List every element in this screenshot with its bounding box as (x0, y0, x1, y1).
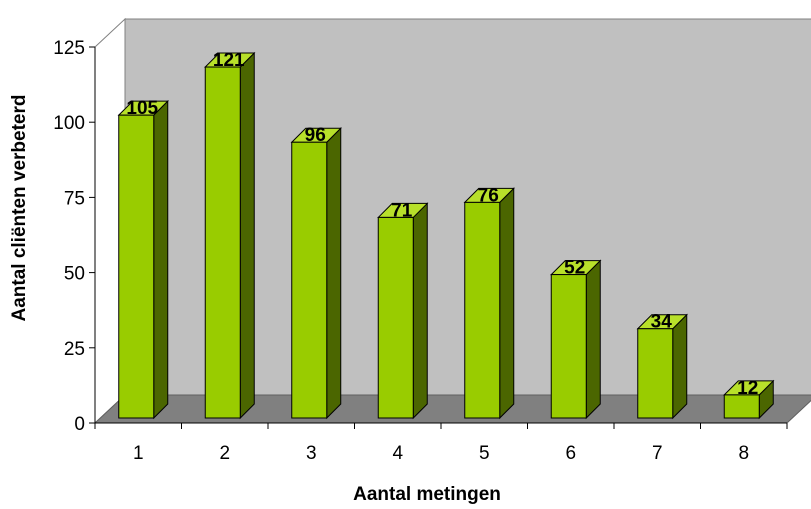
bar-value-label: 121 (213, 50, 245, 71)
bar-value-label: 71 (391, 200, 413, 221)
bar (377, 202, 429, 420)
y-tick-label: 125 (53, 38, 85, 59)
bar-side (326, 127, 342, 420)
y-tick-label: 25 (64, 339, 85, 360)
y-tick-label: 75 (64, 188, 85, 209)
x-tick-label: 3 (306, 443, 317, 464)
y-tick-label: 50 (64, 264, 85, 285)
bar (290, 127, 342, 420)
chart-floor (93, 394, 811, 424)
bar-front (464, 201, 501, 419)
x-tick-label: 7 (652, 443, 663, 464)
x-tick-label: 4 (392, 443, 403, 464)
y-tick-label: 100 (53, 113, 85, 134)
bar-front (723, 394, 760, 419)
x-tick-label: 1 (133, 443, 144, 464)
bar-side (499, 187, 515, 420)
bar (723, 379, 775, 420)
bar-value-label: 52 (564, 258, 585, 279)
bar-side (239, 51, 255, 420)
bar-side (585, 259, 601, 420)
y-axis-ticks: 0 25 50 75 100 125 (53, 38, 95, 435)
bar-front (377, 216, 414, 419)
bar-front (118, 114, 155, 419)
bar-side (672, 313, 688, 420)
bar-front (550, 274, 587, 419)
bar-side (153, 99, 169, 420)
bar (550, 259, 602, 420)
data-labels: 105 121 96 71 76 52 34 12 (126, 50, 758, 399)
bar-front (637, 328, 674, 419)
bar-value-label: 12 (737, 378, 758, 399)
y-tick-label: 0 (74, 414, 85, 435)
bar-side (412, 202, 428, 420)
bar-value-label: 76 (478, 185, 499, 206)
x-tick-label: 5 (479, 443, 490, 464)
bar (117, 99, 169, 420)
bar-front (204, 66, 241, 419)
bar-value-label: 105 (126, 98, 158, 119)
y-axis-title: Aantal cliënten verbeterd (9, 94, 30, 321)
bar (204, 51, 256, 420)
bar-value-label: 96 (305, 125, 326, 146)
x-axis-title: Aantal metingen (353, 484, 501, 505)
x-axis-ticks: 1 2 3 4 5 6 7 8 (94, 423, 788, 464)
bars (117, 51, 775, 420)
x-tick-label: 8 (738, 443, 749, 464)
x-tick-label: 6 (565, 443, 576, 464)
x-tick-label: 2 (219, 443, 230, 464)
bar-value-label: 34 (651, 312, 673, 333)
bar (463, 187, 515, 420)
bar-front (291, 141, 328, 419)
bar (636, 313, 688, 420)
